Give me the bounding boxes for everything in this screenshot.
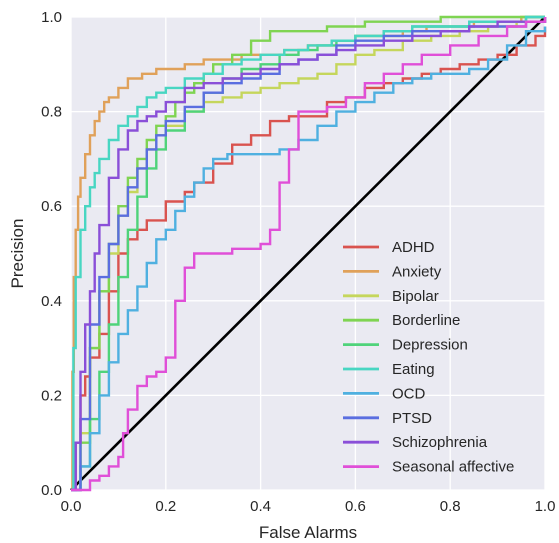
y-tick-label: 0.2 <box>41 387 62 404</box>
tick-labels: 0.0 0.2 0.4 0.6 0.8 1.0 0.0 0.2 0.4 0.6 0.8 1.0 <box>41 9 555 515</box>
legend-label: ADHD <box>392 239 435 256</box>
x-tick-label: 0.0 <box>61 498 82 515</box>
legend-label: OCD <box>392 385 426 402</box>
x-tick-label: 0.2 <box>155 498 176 515</box>
legend-label: Schizophrenia <box>392 434 488 451</box>
series-line-seasonal-affective <box>71 17 547 492</box>
y-tick-label: 1.0 <box>41 9 62 26</box>
legend-label: Seasonal affective <box>392 459 514 476</box>
y-tick-label: 0.4 <box>41 293 62 310</box>
y-axis-label: Precision <box>8 219 27 289</box>
x-tick-label: 0.8 <box>440 498 461 515</box>
series-lines <box>71 15 547 492</box>
y-tick-label: 0.6 <box>41 198 62 215</box>
legend-label: Depression <box>392 337 468 354</box>
series-line-schizophrenia <box>71 17 547 492</box>
legend-label: PTSD <box>392 410 432 427</box>
series-line-adhd <box>71 26 547 492</box>
x-tick-label: 0.6 <box>345 498 366 515</box>
diagonal-reference <box>70 16 546 491</box>
legend: ADHD Anxiety Bipolar Borderline Depression Ea… <box>343 239 514 476</box>
x-tick-label: 0.4 <box>250 498 271 515</box>
x-axis-label: False Alarms <box>259 523 357 542</box>
legend-label: Bipolar <box>392 288 439 305</box>
x-tick-label: 1.0 <box>535 498 556 515</box>
legend-label: Eating <box>392 361 435 378</box>
series-line-bipolar <box>71 17 547 492</box>
series-line-ocd <box>71 26 547 492</box>
legend-label: Borderline <box>392 312 460 329</box>
legend-label: Anxiety <box>392 263 442 280</box>
series-line-eating <box>71 15 545 492</box>
y-tick-label: 0.8 <box>41 104 62 121</box>
diagonal-line <box>70 16 546 491</box>
y-tick-label: 0.0 <box>41 482 62 499</box>
